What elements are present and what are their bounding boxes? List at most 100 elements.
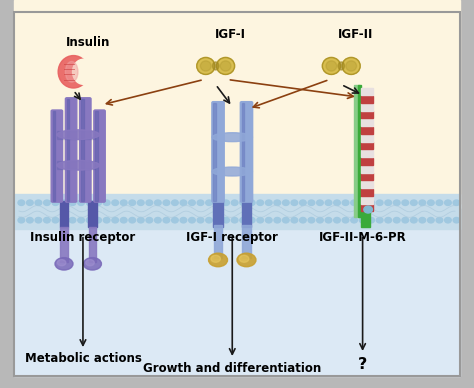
Bar [361,135,373,142]
Circle shape [376,200,383,206]
Circle shape [44,217,50,223]
Circle shape [300,200,306,206]
Circle shape [78,200,84,206]
Circle shape [137,200,144,206]
Bar [89,227,96,262]
Circle shape [86,217,93,223]
Circle shape [189,200,195,206]
Circle shape [206,200,212,206]
Bar [81,99,83,201]
Circle shape [155,200,161,206]
Circle shape [112,217,118,223]
Circle shape [402,217,409,223]
Circle shape [35,200,42,206]
Circle shape [86,200,93,206]
Ellipse shape [342,57,360,74]
FancyBboxPatch shape [94,110,105,202]
Circle shape [112,200,118,206]
FancyBboxPatch shape [212,102,224,202]
Ellipse shape [212,167,252,176]
Circle shape [214,217,221,223]
Bar [361,189,373,196]
Circle shape [44,200,50,206]
Circle shape [231,200,238,206]
Circle shape [428,217,434,223]
Circle shape [402,200,409,206]
Bar [361,150,373,157]
Bar [361,127,373,134]
Bar [57,131,95,139]
Circle shape [103,200,110,206]
Circle shape [172,217,178,223]
Bar [60,201,68,227]
Bar [57,161,95,169]
Circle shape [189,217,195,223]
Text: ?: ? [358,357,367,372]
Circle shape [274,200,281,206]
Ellipse shape [220,61,231,71]
Bar [213,103,216,201]
Ellipse shape [237,253,256,267]
Ellipse shape [57,260,66,266]
Bar [53,111,55,201]
Circle shape [95,217,101,223]
Bar [361,142,373,149]
Circle shape [308,217,315,223]
Bar [95,111,98,201]
Circle shape [163,200,170,206]
Text: Insulin: Insulin [65,35,110,48]
Ellipse shape [57,130,100,140]
Circle shape [283,200,289,206]
Circle shape [257,200,264,206]
Ellipse shape [58,55,89,88]
Circle shape [342,200,349,206]
FancyBboxPatch shape [240,102,253,202]
Bar [354,85,359,217]
Bar [242,225,251,258]
Circle shape [146,217,153,223]
Circle shape [342,217,349,223]
Circle shape [334,200,340,206]
Circle shape [257,217,264,223]
Ellipse shape [212,62,219,70]
Ellipse shape [73,59,94,84]
Bar [88,201,97,227]
Ellipse shape [86,260,94,266]
Circle shape [368,200,374,206]
Circle shape [419,217,426,223]
Circle shape [351,217,357,223]
Circle shape [291,200,298,206]
Bar [361,173,373,180]
Circle shape [428,200,434,206]
Circle shape [393,200,400,206]
Circle shape [61,200,67,206]
Text: Metabolic actions: Metabolic actions [25,352,141,365]
Circle shape [351,200,357,206]
Bar [214,225,222,258]
Circle shape [359,217,366,223]
Circle shape [69,217,76,223]
Circle shape [376,217,383,223]
Circle shape [52,217,59,223]
Circle shape [300,217,306,223]
Circle shape [69,200,76,206]
Text: Growth and differentiation: Growth and differentiation [143,362,321,375]
Circle shape [231,217,238,223]
Ellipse shape [322,57,340,74]
Bar [361,197,373,204]
Ellipse shape [65,61,78,82]
Circle shape [368,217,374,223]
Ellipse shape [197,57,215,74]
Circle shape [317,200,323,206]
Ellipse shape [211,255,220,262]
Bar [60,227,68,262]
FancyBboxPatch shape [80,98,91,202]
Circle shape [172,200,178,206]
Text: IGF-I: IGF-I [214,28,246,41]
Circle shape [27,200,33,206]
Circle shape [393,217,400,223]
Circle shape [410,200,417,206]
Circle shape [359,200,366,206]
Circle shape [240,200,246,206]
Circle shape [223,217,229,223]
